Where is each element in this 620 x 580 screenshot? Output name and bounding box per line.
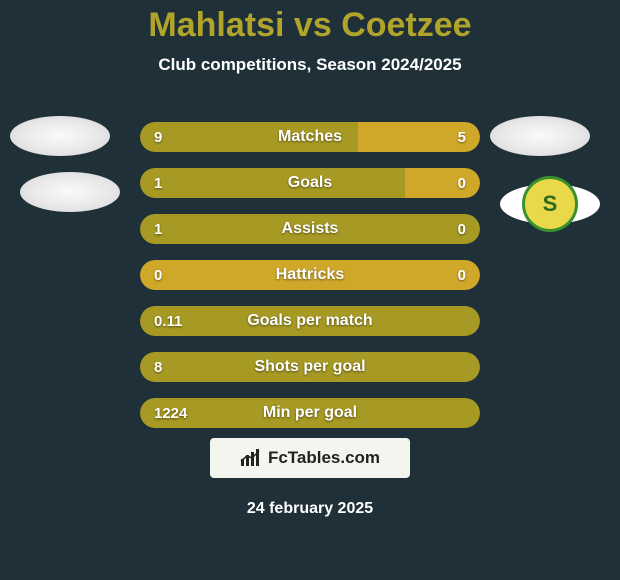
stat-value-left: 9: [154, 122, 162, 152]
stat-label: Min per goal: [140, 398, 480, 428]
stat-value-left: 1: [154, 214, 162, 244]
stat-value-right: 0: [458, 168, 466, 198]
stat-rows: Matches95Goals10Assists10Hattricks00Goal…: [140, 122, 480, 444]
title-left-player: Mahlatsi: [148, 6, 284, 44]
stat-label: Goals per match: [140, 306, 480, 336]
title-vs: vs: [284, 6, 341, 44]
stat-row: Goals per match0.11: [140, 306, 480, 336]
right-club-initial: S: [543, 191, 558, 217]
stat-row: Hattricks0 0: [140, 260, 480, 290]
stat-row: Shots per goal8: [140, 352, 480, 382]
stat-label: Matches: [140, 122, 480, 152]
right-player-silhouette: [490, 116, 590, 156]
stat-row: Goals1 0: [140, 168, 480, 198]
title-right-player: Coetzee: [341, 6, 471, 44]
stat-value-left: 1: [154, 168, 162, 198]
stat-label: Assists: [140, 214, 480, 244]
right-club-badge-inner: S: [522, 176, 578, 232]
right-club-badge: S: [500, 184, 600, 224]
stat-value-right: 5: [458, 122, 466, 152]
stat-value-left: 0.11: [154, 306, 182, 336]
stat-value-left: 1224: [154, 398, 187, 428]
stat-label: Goals: [140, 168, 480, 198]
stat-row: Assists1 0: [140, 214, 480, 244]
stat-value-left: 8: [154, 352, 162, 382]
stat-row: Min per goal1224: [140, 398, 480, 428]
subtitle: Club competitions, Season 2024/2025: [0, 55, 620, 75]
stat-value-right: 0: [458, 260, 466, 290]
brand-badge: FcTables.com: [210, 438, 410, 478]
brand-chart-icon: [240, 449, 262, 467]
brand-label: FcTables.com: [268, 448, 380, 468]
page-title: Mahlatsi vs Coetzee: [0, 0, 620, 45]
left-club-badge-placeholder: [20, 172, 120, 212]
stat-value-right: 0: [458, 214, 466, 244]
stat-label: Hattricks: [140, 260, 480, 290]
date: 24 february 2025: [0, 500, 620, 518]
stat-row: Matches9 5: [140, 122, 480, 152]
left-player-silhouette: [10, 116, 110, 156]
stat-value-left: 0: [154, 260, 162, 290]
comparison-infographic: Mahlatsi vs Coetzee Club competitions, S…: [0, 0, 620, 580]
stat-label: Shots per goal: [140, 352, 480, 382]
